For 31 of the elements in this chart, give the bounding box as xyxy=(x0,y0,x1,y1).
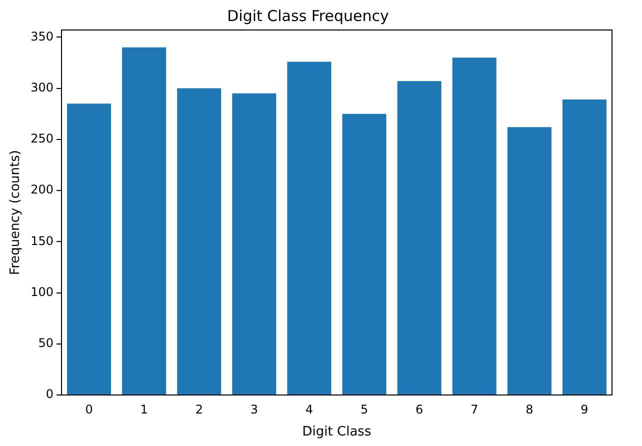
x-tick-label: 8 xyxy=(526,402,534,416)
x-tick-label: 0 xyxy=(85,402,93,416)
x-tick-label: 6 xyxy=(416,402,424,416)
x-tick-label: 3 xyxy=(250,402,258,416)
y-tick-label: 0 xyxy=(46,387,54,402)
x-tick-label: 1 xyxy=(140,402,148,416)
bar xyxy=(287,62,332,394)
y-tick-label: 200 xyxy=(30,182,54,197)
bar xyxy=(177,88,222,394)
y-tick-label: 350 xyxy=(30,29,54,44)
x-tick-label: 4 xyxy=(305,402,314,416)
y-tick-label: 300 xyxy=(30,80,54,94)
x-tick-label: 2 xyxy=(195,402,203,416)
x-axis-title: Digit Class xyxy=(302,424,372,440)
bar xyxy=(232,93,276,394)
bar xyxy=(452,58,496,394)
y-tick-label: 100 xyxy=(30,284,54,299)
y-tick-label: 50 xyxy=(38,336,54,350)
y-tick-label: 150 xyxy=(30,234,54,248)
y-axis-title: Frequency (counts) xyxy=(8,150,24,275)
bar xyxy=(122,47,166,394)
chart-title: Digit Class Frequency xyxy=(227,6,390,25)
x-tick-label: 5 xyxy=(360,402,368,416)
bar xyxy=(507,127,552,394)
x-tick-label: 7 xyxy=(470,402,478,416)
bar xyxy=(397,81,442,394)
bar xyxy=(342,114,386,394)
y-tick-label: 250 xyxy=(30,132,54,146)
x-tick-label: 9 xyxy=(580,402,588,416)
bar xyxy=(67,104,112,394)
bar xyxy=(562,100,606,394)
